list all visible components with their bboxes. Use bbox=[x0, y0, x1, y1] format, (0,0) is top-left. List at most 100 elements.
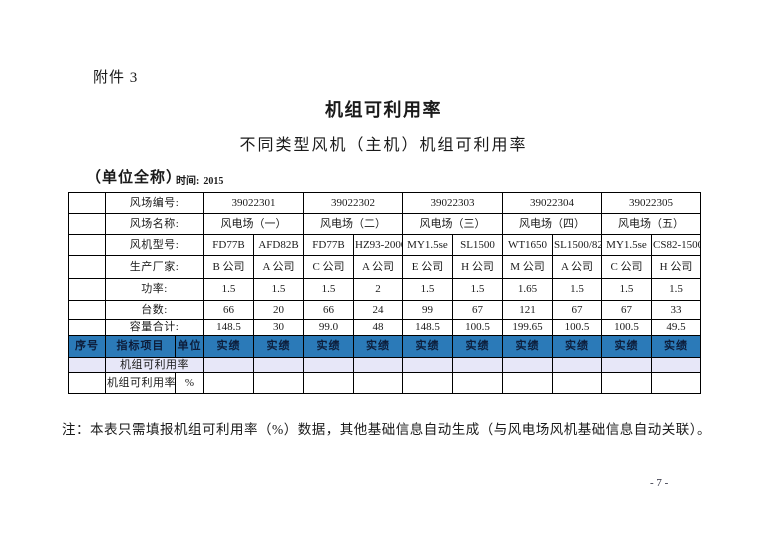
turbine-model-row: 风机型号: FD77B AFD82B FD77B HZ93-20001 MY1.… bbox=[68, 234, 701, 256]
capacity-total-row: 容量合计: 148.5 30 99.0 48 148.5 100.5 199.6… bbox=[68, 319, 701, 336]
section-cell bbox=[253, 357, 304, 373]
attachment-label: 附件 3 bbox=[93, 70, 139, 86]
unit-count-cell: 99 bbox=[402, 300, 453, 320]
farm-name-cell: 风电场（一） bbox=[203, 213, 304, 235]
farm-name-cell: 风电场（五） bbox=[601, 213, 701, 235]
availability-input-cell[interactable] bbox=[651, 372, 701, 394]
result-header: 实绩 bbox=[452, 335, 503, 358]
availability-section-label: 机组可利用率 bbox=[105, 357, 204, 373]
capacity-cell: 199.65 bbox=[502, 319, 553, 336]
farm-id-cell: 39022303 bbox=[402, 192, 503, 214]
result-header: 实绩 bbox=[552, 335, 602, 358]
section-cell bbox=[552, 357, 602, 373]
footnote: 注：本表只需填报机组可利用率（%）数据，其他基础信息自动生成（与风电场风机基础信… bbox=[62, 422, 711, 437]
section-cell bbox=[651, 357, 701, 373]
power-cell: 1.5 bbox=[303, 278, 354, 301]
page-number: - 7 - bbox=[650, 477, 669, 489]
farm-id-cell: 39022305 bbox=[601, 192, 701, 214]
result-header: 实绩 bbox=[651, 335, 701, 358]
capacity-cell: 48 bbox=[353, 319, 403, 336]
unit-count-cell: 67 bbox=[552, 300, 602, 320]
turbine-model-cell: AFD82B bbox=[253, 234, 304, 256]
report-time: 时间: 2015 bbox=[176, 172, 223, 187]
manufacturer-cell: H 公司 bbox=[452, 255, 503, 279]
unit-count-cell: 24 bbox=[353, 300, 403, 320]
turbine-model-cell: WT1650 bbox=[502, 234, 553, 256]
farm-name-label: 风场名称: bbox=[105, 213, 204, 235]
unit-count-cell: 33 bbox=[651, 300, 701, 320]
manufacturer-label: 生产厂家: bbox=[105, 255, 204, 279]
page-title: 机组可利用率 bbox=[325, 100, 442, 120]
power-cell: 1.5 bbox=[402, 278, 453, 301]
result-header: 实绩 bbox=[601, 335, 652, 358]
unit-count-label: 台数: bbox=[105, 300, 204, 320]
empty-cell bbox=[68, 213, 106, 235]
manufacturer-cell: A 公司 bbox=[552, 255, 602, 279]
unit-name-label: （单位全称） bbox=[86, 170, 183, 186]
unit-count-row: 台数: 66 20 66 24 99 67 121 67 67 33 bbox=[68, 300, 701, 320]
section-cell bbox=[203, 357, 254, 373]
empty-cell bbox=[68, 192, 106, 214]
availability-input-cell[interactable] bbox=[303, 372, 354, 394]
result-header: 实绩 bbox=[402, 335, 453, 358]
empty-cell bbox=[68, 234, 106, 256]
capacity-cell: 148.5 bbox=[402, 319, 453, 336]
manufacturer-cell: C 公司 bbox=[601, 255, 652, 279]
farm-id-cell: 39022301 bbox=[203, 192, 304, 214]
power-cell: 2 bbox=[353, 278, 403, 301]
power-cell: 1.5 bbox=[253, 278, 304, 301]
availability-input-cell[interactable] bbox=[203, 372, 254, 394]
time-label: 时间: bbox=[176, 176, 200, 187]
capacity-cell: 99.0 bbox=[303, 319, 354, 336]
capacity-cell: 30 bbox=[253, 319, 304, 336]
manufacturer-cell: M 公司 bbox=[502, 255, 553, 279]
power-cell: 1.5 bbox=[452, 278, 503, 301]
availability-input-cell[interactable] bbox=[253, 372, 304, 394]
farm-id-cell: 39022304 bbox=[502, 192, 602, 214]
turbine-model-cell: SL1500/82 bbox=[552, 234, 602, 256]
availability-input-cell[interactable] bbox=[502, 372, 553, 394]
turbine-model-cell: CS82-1500 bbox=[651, 234, 701, 256]
empty-cell bbox=[68, 357, 106, 373]
turbine-model-cell: MY1.5se bbox=[601, 234, 652, 256]
result-header: 实绩 bbox=[502, 335, 553, 358]
capacity-cell: 49.5 bbox=[651, 319, 701, 336]
section-cell bbox=[303, 357, 354, 373]
empty-cell bbox=[68, 278, 106, 301]
section-cell bbox=[502, 357, 553, 373]
time-value: 2015 bbox=[203, 176, 224, 187]
unit-count-cell: 67 bbox=[601, 300, 652, 320]
manufacturer-cell: H 公司 bbox=[651, 255, 701, 279]
manufacturer-cell: A 公司 bbox=[353, 255, 403, 279]
capacity-cell: 148.5 bbox=[203, 319, 254, 336]
empty-cell bbox=[68, 300, 106, 320]
farm-id-cell: 39022302 bbox=[303, 192, 403, 214]
result-header: 实绩 bbox=[253, 335, 304, 358]
result-header: 实绩 bbox=[203, 335, 254, 358]
availability-input-cell[interactable] bbox=[353, 372, 403, 394]
availability-input-cell[interactable] bbox=[402, 372, 453, 394]
farm-name-cell: 风电场（二） bbox=[303, 213, 403, 235]
result-header: 实绩 bbox=[303, 335, 354, 358]
availability-unit-cell: % bbox=[175, 372, 204, 394]
capacity-cell: 100.5 bbox=[601, 319, 652, 336]
page-subtitle: 不同类型风机（主机）机组可利用率 bbox=[239, 137, 528, 154]
manufacturer-cell: C 公司 bbox=[303, 255, 354, 279]
availability-input-cell[interactable] bbox=[552, 372, 602, 394]
unit-count-cell: 67 bbox=[452, 300, 503, 320]
seq-header: 序号 bbox=[68, 335, 106, 358]
empty-cell bbox=[68, 319, 106, 336]
capacity-cell: 100.5 bbox=[452, 319, 503, 336]
unit-header: 单位 bbox=[175, 335, 204, 358]
power-cell: 1.65 bbox=[502, 278, 553, 301]
availability-input-cell[interactable] bbox=[601, 372, 652, 394]
turbine-model-cell: HZ93-20001 bbox=[353, 234, 403, 256]
unit-count-cell: 66 bbox=[203, 300, 254, 320]
farm-name-cell: 风电场（三） bbox=[402, 213, 503, 235]
farm-name-cell: 风电场（四） bbox=[502, 213, 602, 235]
availability-input-cell[interactable] bbox=[452, 372, 503, 394]
empty-cell bbox=[68, 255, 106, 279]
availability-section-row: 机组可利用率 bbox=[68, 357, 701, 373]
manufacturer-row: 生产厂家: B 公司 A 公司 C 公司 A 公司 E 公司 H 公司 M 公司… bbox=[68, 255, 701, 279]
